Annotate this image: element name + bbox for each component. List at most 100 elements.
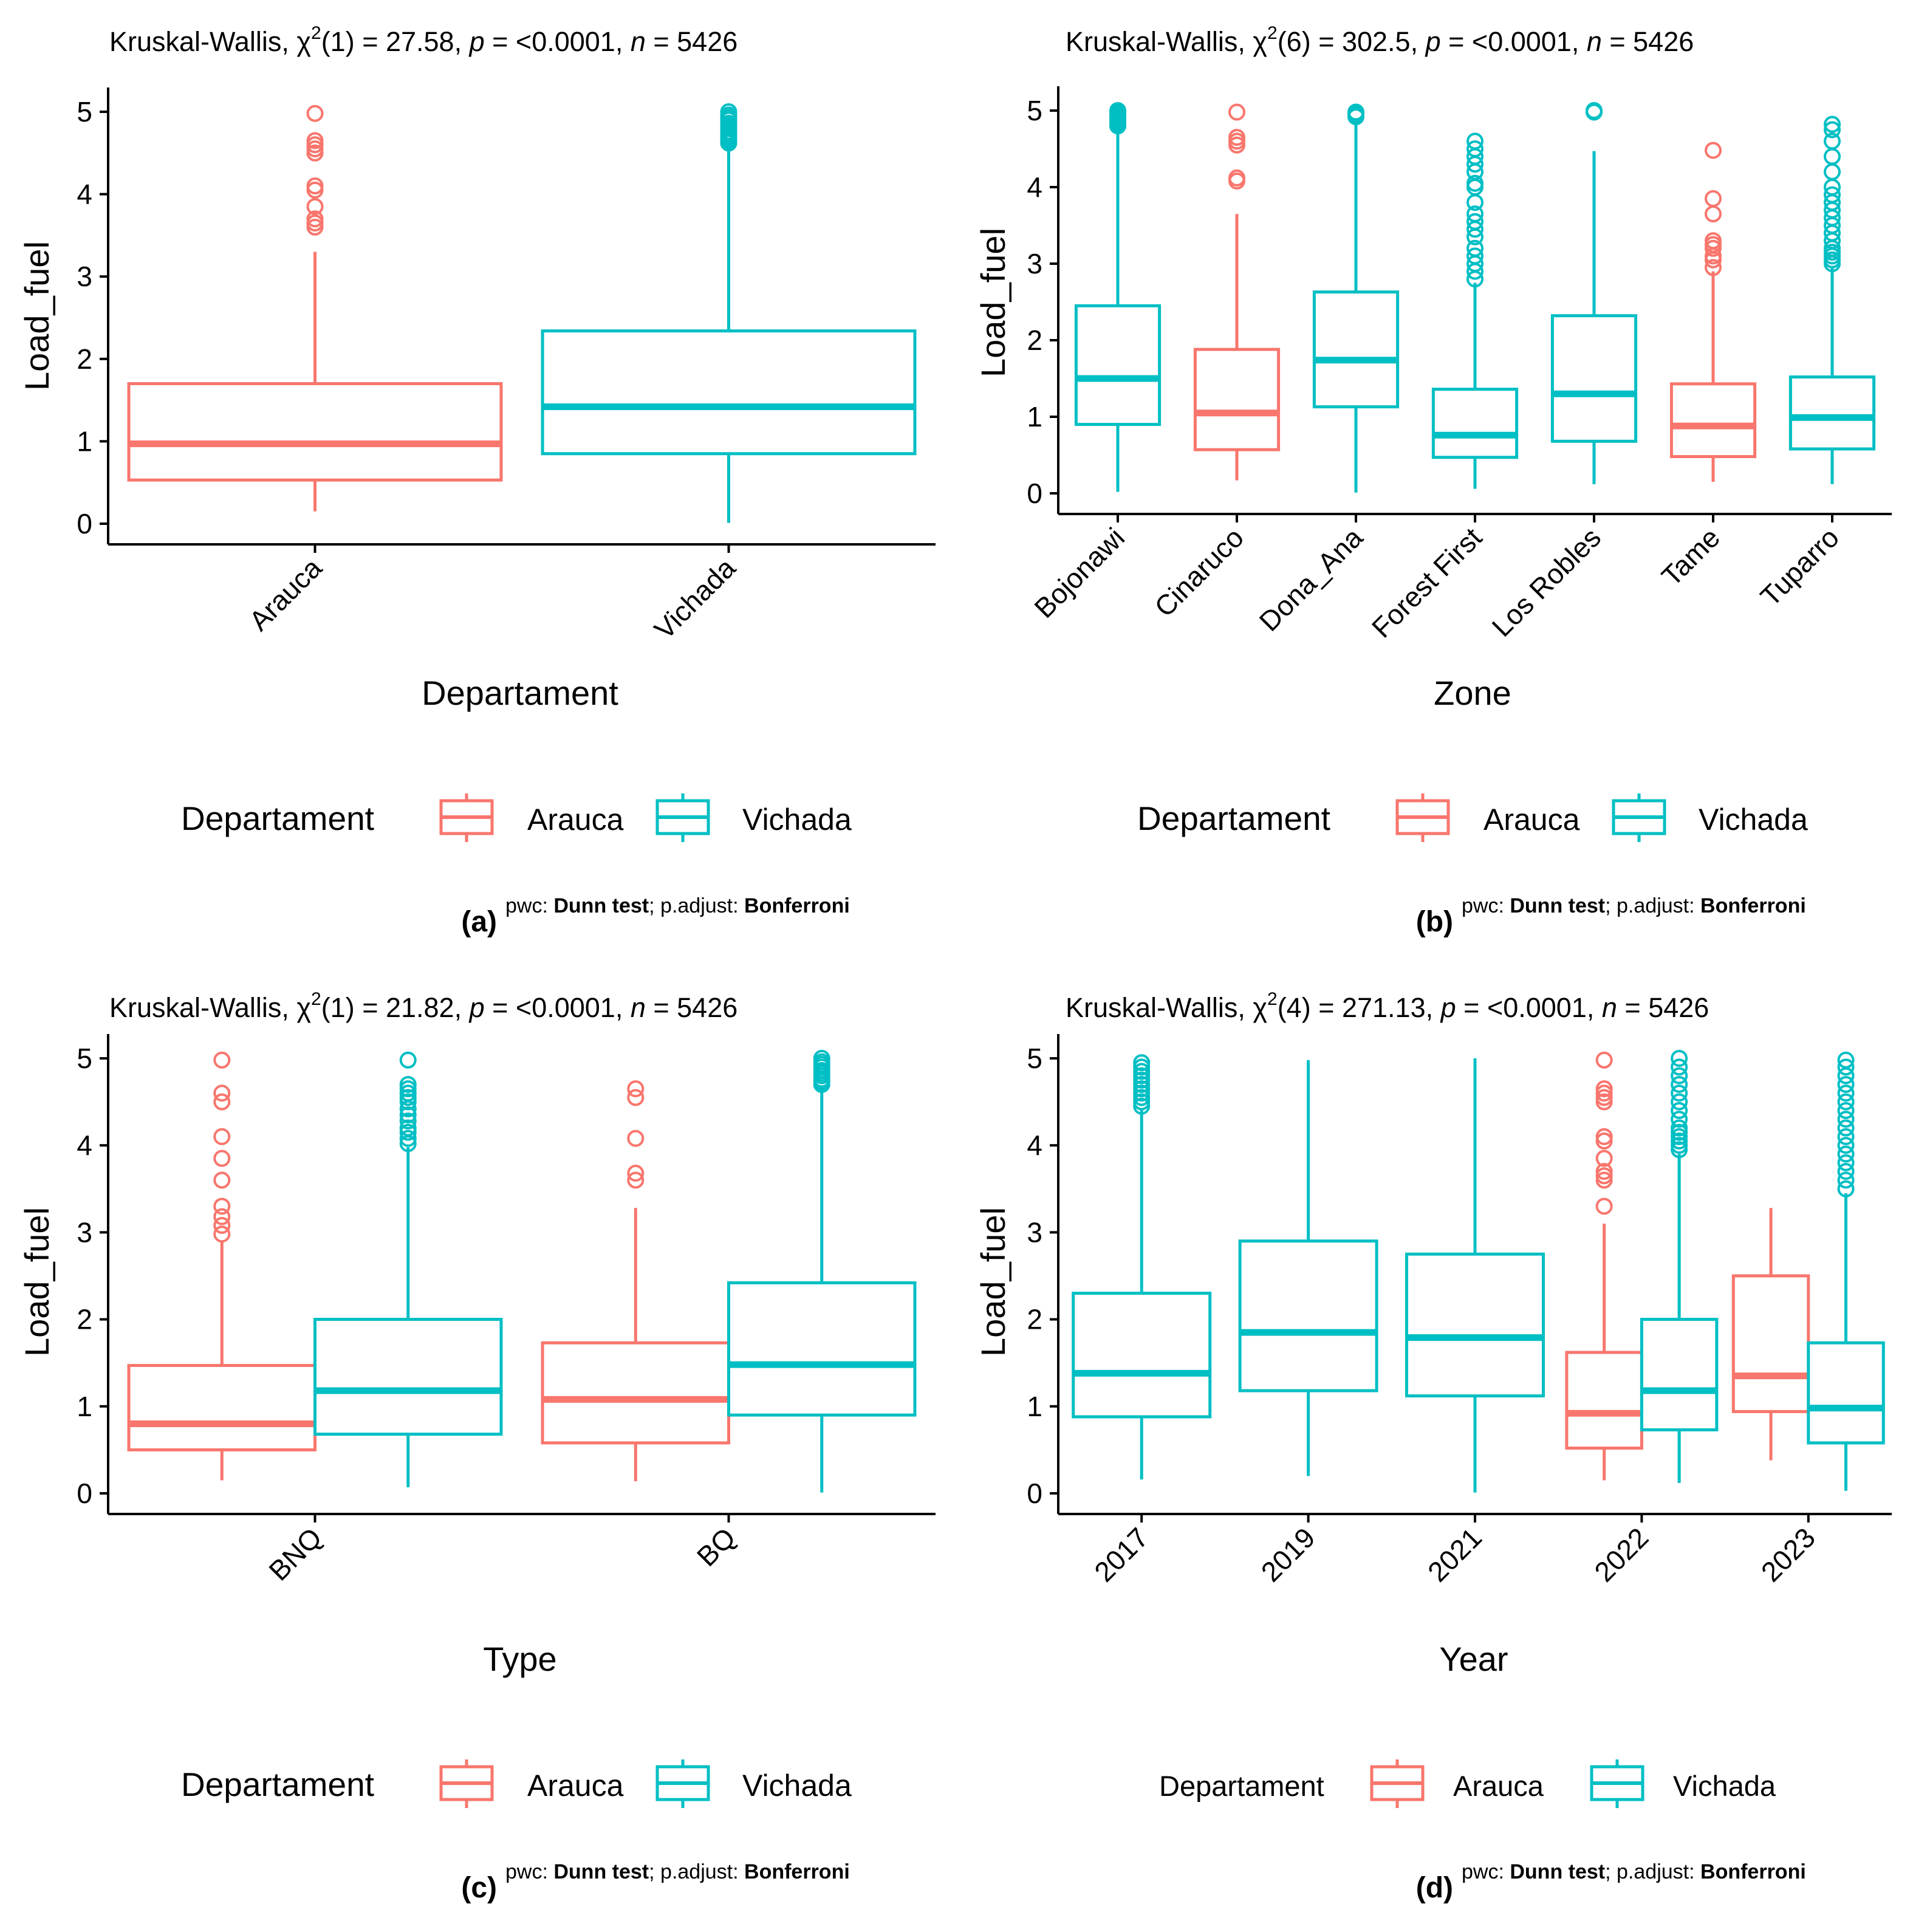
box-iqr: [127, 1363, 317, 1451]
outlier-point: [627, 1165, 645, 1182]
outlier-point: [1595, 1163, 1613, 1180]
panel-label: (a): [461, 906, 497, 938]
y-tick-label: 1: [1027, 1391, 1042, 1422]
outlier-point: [1837, 1101, 1855, 1119]
outlier-point: [306, 210, 324, 228]
outlier-point: [1347, 103, 1364, 121]
outlier-point: [1705, 259, 1722, 276]
box-2023-vichada: [1807, 1051, 1885, 1491]
outlier-point: [1671, 1067, 1688, 1084]
outlier-point: [627, 1171, 645, 1189]
footnote: pwc: Dunn test; p.adjust: Bonferroni: [1462, 1860, 1806, 1883]
legend-label-arauca: Arauca: [527, 803, 624, 837]
panel-a-svg: Kruskal-Wallis, χ2(1) = 27.58, p = <0.00…: [18, 23, 936, 938]
outlier-point: [1837, 1137, 1855, 1154]
box-bq-arauca: [541, 1080, 730, 1481]
outlier-point: [1837, 1128, 1855, 1145]
outlier-point: [306, 104, 324, 122]
box-iqr: [541, 329, 917, 456]
box-2023-arauca: [1731, 1208, 1810, 1461]
legend-key-arauca: [1370, 1759, 1425, 1808]
outlier-point: [1466, 239, 1484, 257]
outlier-point: [1671, 1101, 1688, 1119]
outlier-point: [399, 1119, 417, 1137]
outlier-point: [1595, 1149, 1613, 1167]
y-axis-title: Load_fuel: [974, 228, 1012, 377]
x-tick-label: Dona_Ana: [1253, 521, 1369, 637]
box-bojonawi-vichada: [1074, 102, 1162, 492]
y-tick-label: 3: [1027, 248, 1042, 279]
y-tick-label: 3: [77, 1216, 92, 1248]
outlier-point: [1837, 1154, 1855, 1171]
legend-key-vichada: [1612, 793, 1666, 842]
box-bq-vichada: [727, 1050, 917, 1493]
legend-label-vichada: Vichada: [1699, 803, 1808, 837]
legend-title: Departament: [1159, 1770, 1324, 1802]
box-vichada-vichada: [541, 103, 917, 523]
box-2022-vichada: [1640, 1050, 1719, 1483]
x-axis-title: Zone: [1434, 674, 1511, 712]
outlier-point: [1837, 1084, 1855, 1102]
outlier-point: [213, 1084, 231, 1102]
outlier-point: [1837, 1058, 1855, 1076]
legend-label-arauca: Arauca: [527, 1769, 624, 1803]
box-iqr: [1405, 1252, 1545, 1398]
outlier-point: [813, 1050, 830, 1067]
box-iqr: [1788, 375, 1876, 451]
outlier-point: [1228, 103, 1245, 121]
box-iqr: [1431, 388, 1519, 459]
outlier-point: [1837, 1093, 1855, 1111]
box-iqr: [1731, 1274, 1810, 1413]
panel-d: Kruskal-Wallis, χ2(4) = 271.13, p = <0.0…: [956, 966, 1912, 1932]
legend: Departament Arauca Vichada: [1137, 793, 1808, 842]
outlier-point: [213, 1051, 231, 1069]
outlier-point: [1671, 1050, 1688, 1067]
panel-label: (d): [1416, 1872, 1453, 1904]
y-tick-label: 1: [77, 425, 92, 457]
outlier-point: [1837, 1171, 1855, 1189]
box-tuparro-vichada: [1788, 115, 1876, 484]
outlier-point: [1671, 1093, 1688, 1111]
outlier-point: [627, 1089, 645, 1106]
footnote: pwc: Dunn test; p.adjust: Bonferroni: [505, 1860, 850, 1883]
legend: Departament Arauca Vichada: [1159, 1759, 1776, 1808]
outlier-point: [1109, 102, 1126, 119]
box-forest-first-vichada: [1431, 132, 1519, 489]
outlier-point: [1837, 1163, 1855, 1180]
chart-title: Kruskal-Wallis, χ2(4) = 271.13, p = <0.0…: [1066, 989, 1709, 1023]
y-tick-label: 2: [1027, 1304, 1042, 1335]
box-iqr: [1193, 348, 1281, 451]
outlier-point: [1595, 1197, 1613, 1215]
y-tick-label: 1: [1027, 401, 1042, 433]
box-2017-vichada: [1072, 1054, 1212, 1480]
y-axis-title: Load_fuel: [974, 1207, 1012, 1357]
outlier-point: [1595, 1080, 1613, 1098]
legend-label-vichada: Vichada: [1673, 1770, 1776, 1802]
outlier-point: [1824, 148, 1841, 165]
box-iqr: [1074, 304, 1162, 426]
outlier-point: [213, 1149, 231, 1167]
outlier-point: [1466, 247, 1484, 265]
x-tick-label: Tame: [1655, 521, 1726, 592]
chart-title: Kruskal-Wallis, χ2(1) = 27.58, p = <0.00…: [109, 23, 737, 57]
x-tick-label: Tuparro: [1754, 521, 1845, 612]
y-tick-label: 5: [1027, 95, 1042, 126]
y-tick-label: 5: [1027, 1043, 1042, 1074]
box-iqr: [1072, 1292, 1212, 1419]
legend-label-arauca: Arauca: [1484, 803, 1580, 837]
box-tame-arauca: [1669, 142, 1757, 482]
outlier-point: [720, 103, 737, 120]
legend-label-arauca: Arauca: [1453, 1770, 1544, 1802]
outlier-point: [1671, 1084, 1688, 1102]
outlier-point: [399, 1129, 417, 1147]
panel-label: (c): [461, 1872, 497, 1904]
outlier-point: [1133, 1054, 1151, 1072]
y-tick-label: 0: [1027, 1478, 1042, 1509]
outlier-point: [1837, 1119, 1855, 1137]
y-tick-label: 4: [1027, 171, 1042, 203]
box-cinaruco-arauca: [1193, 103, 1281, 481]
outlier-point: [213, 1197, 231, 1215]
y-tick-label: 0: [1027, 478, 1042, 509]
outlier-point: [1837, 1051, 1855, 1069]
box-iqr: [1669, 382, 1757, 459]
